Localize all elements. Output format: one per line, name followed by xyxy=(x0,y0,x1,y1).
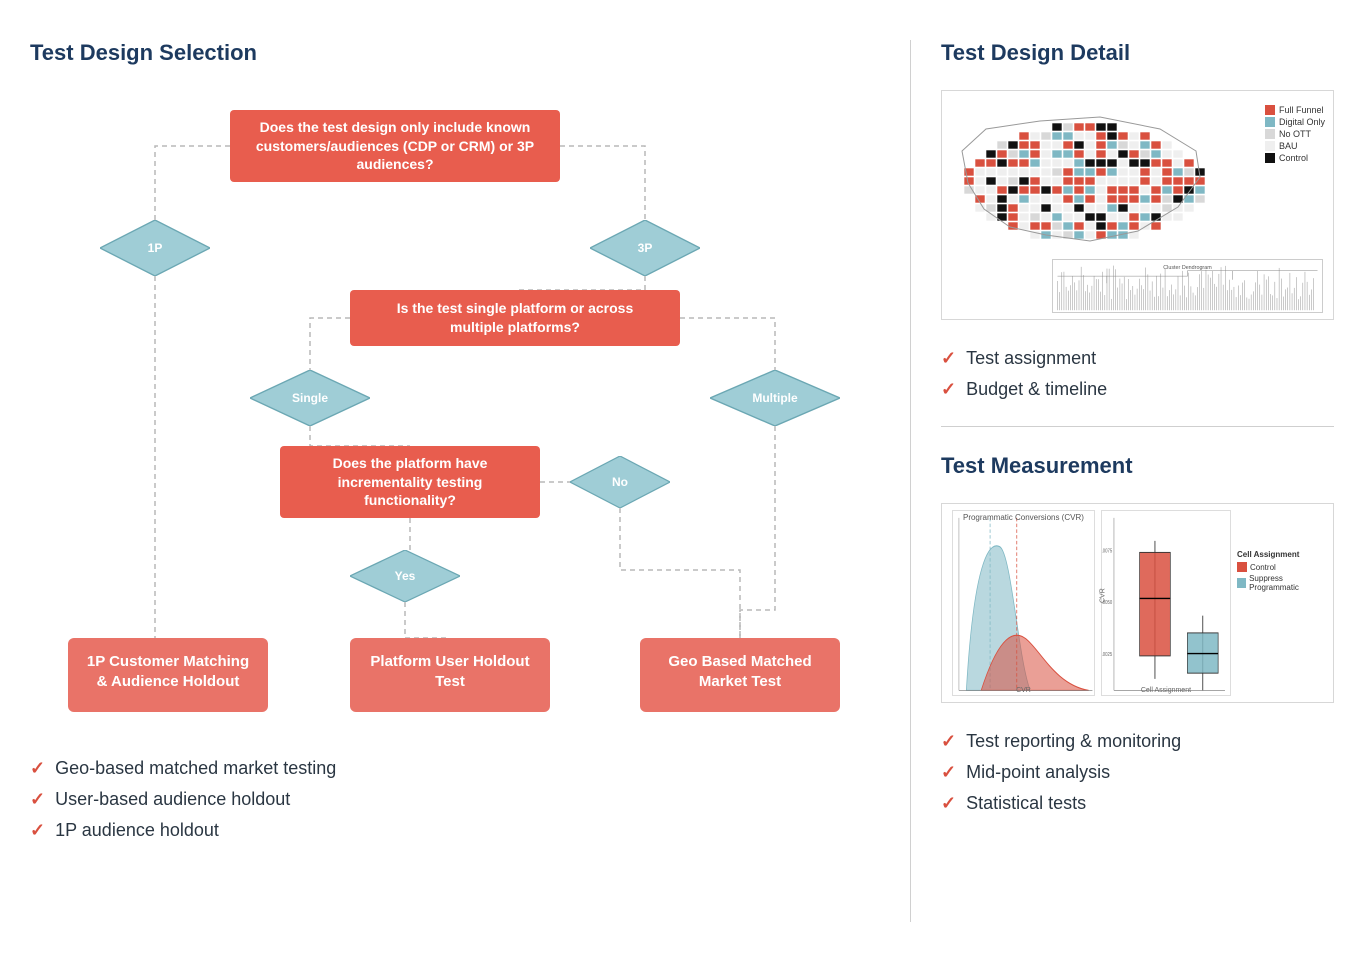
selection-bullet-item: ✓ Geo-based matched market testing xyxy=(30,758,880,779)
density-x-label: CVR xyxy=(1016,687,1031,694)
us-map-graphic xyxy=(950,99,1210,249)
section-title-detail: Test Design Detail xyxy=(941,40,1334,66)
check-icon: ✓ xyxy=(941,793,956,814)
test-design-selection-section: Test Design Selection Does the test desi… xyxy=(30,40,880,922)
selection-bullet-item: ✓ 1P audience holdout xyxy=(30,820,880,841)
measurement-legend: Cell Assignment Control Suppress Programma… xyxy=(1237,510,1327,696)
section-title-selection: Test Design Selection xyxy=(30,40,880,66)
flowchart-diamond-dsingle: Single xyxy=(250,370,370,426)
flowchart-outcome-o3: Geo Based Matched Market Test xyxy=(640,638,840,712)
map-legend-item: Control xyxy=(1265,153,1325,163)
flowchart-diamond-dno: No xyxy=(570,456,670,508)
density-panel: Programmatic Conversions (CVR) 0.00200.0… xyxy=(952,510,1095,696)
test-design-detail-thumbnail: Full FunnelDigital OnlyNo OTTBAUControl … xyxy=(941,90,1334,320)
measurement-legend-item: Suppress Programmatic xyxy=(1237,574,1327,592)
bullet-text: User-based audience holdout xyxy=(55,789,290,810)
svg-text:0.0025: 0.0025 xyxy=(1102,651,1112,658)
svg-text:0.0075: 0.0075 xyxy=(1102,548,1112,555)
flowchart: Does the test design only include known … xyxy=(30,90,850,730)
check-icon: ✓ xyxy=(941,762,956,783)
measurement-bullet-item: ✓ Statistical tests xyxy=(941,793,1334,814)
bullet-text: Budget & timeline xyxy=(966,379,1107,400)
boxplot-x-label: Cell Assignment xyxy=(1141,687,1191,694)
bullet-text: Test reporting & monitoring xyxy=(966,731,1181,752)
map-legend-item: Digital Only xyxy=(1265,117,1325,127)
check-icon: ✓ xyxy=(941,731,956,752)
flowchart-diamond-dmultiple: Multiple xyxy=(710,370,840,426)
selection-bullet-item: ✓ User-based audience holdout xyxy=(30,789,880,810)
bullet-text: Test assignment xyxy=(966,348,1096,369)
detail-bullet-item: ✓ Budget & timeline xyxy=(941,379,1334,400)
check-icon: ✓ xyxy=(941,348,956,369)
svg-text:Cluster Dendrogram: Cluster Dendrogram xyxy=(1163,265,1212,271)
detail-bullet-item: ✓ Test assignment xyxy=(941,348,1334,369)
boxplot-y-label: CVR xyxy=(1099,588,1106,603)
test-measurement-thumbnail: Programmatic Conversions (CVR) 0.00200.0… xyxy=(941,503,1334,703)
flowchart-outcome-o2: Platform User Holdout Test xyxy=(350,638,550,712)
section-divider xyxy=(941,426,1334,427)
measurement-bullet-list: ✓ Test reporting & monitoring ✓ Mid-point a… xyxy=(941,731,1334,814)
check-icon: ✓ xyxy=(30,789,45,810)
density-title: Programmatic Conversions (CVR) xyxy=(953,513,1094,522)
measurement-bullet-item: ✓ Test reporting & monitoring xyxy=(941,731,1334,752)
section-title-measurement: Test Measurement xyxy=(941,453,1334,479)
flowchart-diamond-d3p: 3P xyxy=(590,220,700,276)
flowchart-decision-q3: Does the platform have incrementality te… xyxy=(280,446,540,518)
bullet-text: Geo-based matched market testing xyxy=(55,758,336,779)
check-icon: ✓ xyxy=(30,820,45,841)
check-icon: ✓ xyxy=(941,379,956,400)
measurement-legend-item: Control xyxy=(1237,562,1327,572)
dendrogram-panel: Cluster Dendrogram xyxy=(1052,259,1323,313)
flowchart-diamond-dyes: Yes xyxy=(350,550,460,602)
flowchart-decision-q2: Is the test single platform or across mu… xyxy=(350,290,680,346)
bullet-text: Mid-point analysis xyxy=(966,762,1110,783)
measurement-legend-title: Cell Assignment xyxy=(1237,550,1327,559)
right-column: Test Design Detail Full Funnel Digital On… xyxy=(910,40,1334,922)
selection-bullet-list: ✓ Geo-based matched market testing ✓ User-b… xyxy=(30,758,880,841)
measurement-bullet-item: ✓ Mid-point analysis xyxy=(941,762,1334,783)
flowchart-diamond-d1p: 1P xyxy=(100,220,210,276)
map-legend-item: Full Funnel xyxy=(1265,105,1325,115)
flowchart-outcome-o1: 1P Customer Matching & Audience Holdout xyxy=(68,638,268,712)
check-icon: ✓ xyxy=(30,758,45,779)
flowchart-decision-q1: Does the test design only include known … xyxy=(230,110,560,182)
bullet-text: 1P audience holdout xyxy=(55,820,219,841)
boxplot-panel: 0.00750.00500.0025 ControlSuppress Progr… xyxy=(1101,510,1231,696)
detail-bullet-list: ✓ Test assignment ✓ Budget & timeline xyxy=(941,348,1334,400)
map-legend: Full Funnel Digital Only No OTT BAU Control xyxy=(1265,105,1325,165)
map-legend-item: BAU xyxy=(1265,141,1325,151)
bullet-text: Statistical tests xyxy=(966,793,1086,814)
map-legend-item: No OTT xyxy=(1265,129,1325,139)
